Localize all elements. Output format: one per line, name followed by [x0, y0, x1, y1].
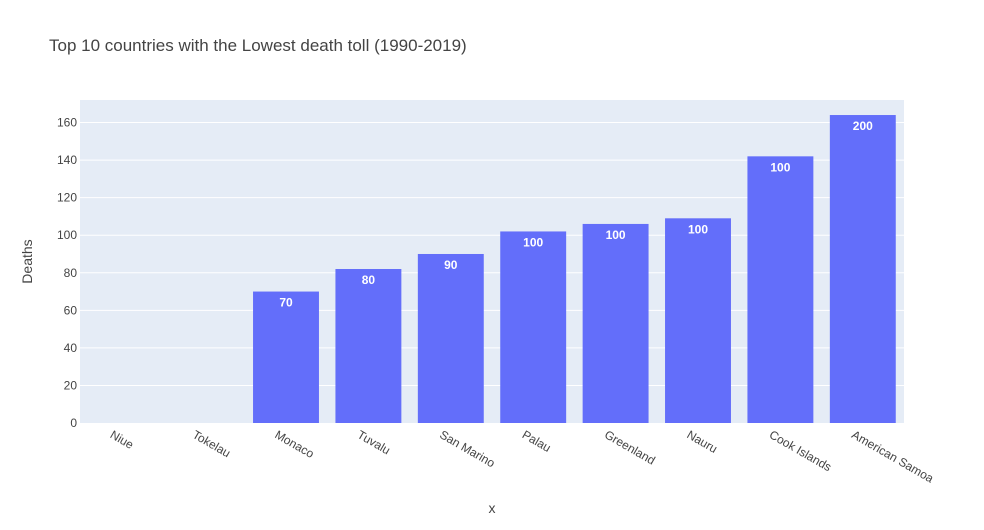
y-tick-label: 160: [57, 116, 77, 130]
x-tick-label: American Samoa: [849, 427, 936, 485]
y-tick-label: 40: [64, 341, 78, 355]
x-tick-label: Tuvalu: [355, 427, 393, 457]
y-tick-label: 60: [64, 303, 78, 317]
bar-value-label: 100: [606, 228, 626, 242]
y-tick-label: 0: [70, 416, 77, 430]
x-tick-label: Nauru: [685, 427, 720, 455]
bar-value-label: 100: [523, 235, 543, 249]
x-tick-label: Greenland: [602, 427, 658, 467]
x-tick-label: Niue: [108, 427, 137, 452]
bar-value-label: 200: [853, 119, 873, 133]
y-tick-label: 100: [57, 228, 77, 242]
x-axis-ticks: Niue Tokelau Monaco Tuvalu San Marino Palau Gr…: [108, 427, 937, 485]
y-axis-ticks: 0 20 40 60 80 100 120 140 160: [57, 116, 77, 430]
bar[interactable]: [747, 156, 814, 423]
x-axis-title: x: [489, 500, 496, 516]
x-tick-label: Monaco: [273, 427, 317, 461]
bar-labels: 70 80 90 100 100 100 100 200: [279, 119, 873, 310]
bars: [253, 115, 896, 423]
bar[interactable]: [335, 269, 402, 423]
y-tick-label: 80: [64, 266, 78, 280]
bar-value-label: 70: [279, 296, 293, 310]
bar-value-label: 100: [770, 160, 790, 174]
bar[interactable]: [253, 291, 319, 423]
bar-value-label: 80: [362, 273, 376, 287]
bar[interactable]: [665, 218, 731, 423]
chart-title: Top 10 countries with the Lowest death t…: [49, 36, 467, 55]
x-tick-label: Palau: [520, 427, 554, 454]
bar-value-label: 90: [444, 258, 458, 272]
x-tick-label: San Marino: [437, 427, 497, 470]
bar[interactable]: [417, 253, 484, 423]
y-tick-label: 140: [57, 153, 77, 167]
bar[interactable]: [829, 115, 896, 423]
bar[interactable]: [500, 231, 567, 423]
x-tick-label: Tokelau: [190, 427, 233, 460]
y-tick-label: 20: [64, 378, 78, 392]
y-axis-title: Deaths: [19, 239, 35, 283]
bar[interactable]: [582, 223, 649, 423]
x-tick-label: Cook Islands: [767, 427, 834, 474]
y-tick-label: 120: [57, 191, 77, 205]
bar-value-label: 100: [688, 222, 708, 236]
